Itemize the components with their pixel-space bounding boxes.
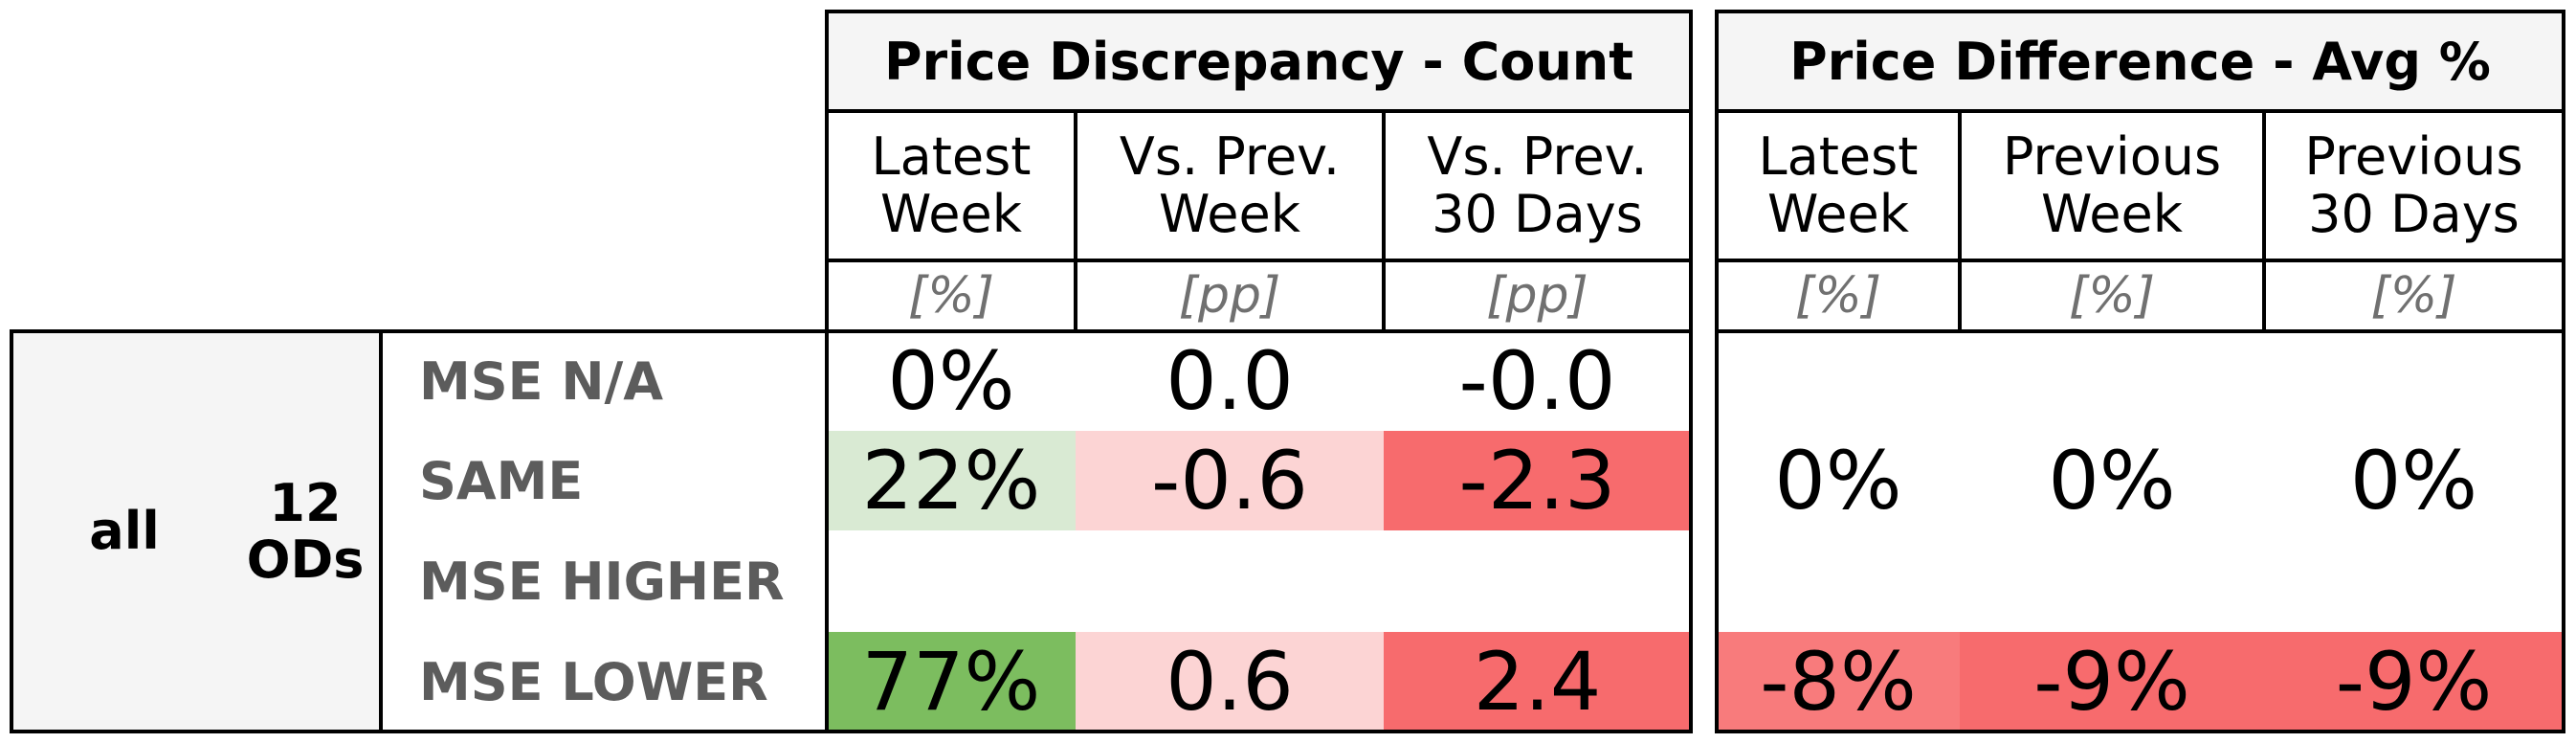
table-cell: -0.0 — [1384, 331, 1691, 431]
table-cell: 0% — [1717, 431, 1960, 530]
table-cell — [827, 530, 1076, 632]
column-header: Previous 30 Days — [2304, 125, 2523, 244]
table-cell: -8% — [1717, 632, 1960, 732]
group-count-label: 12 ODs — [246, 472, 365, 590]
table-cell: 22% — [827, 431, 1076, 530]
section-title: Price Discrepancy - Count — [827, 11, 1691, 111]
column-unit: [pp] — [1486, 267, 1588, 325]
table-cell: 0% — [827, 331, 1076, 431]
table-cell: 0.0 — [1076, 331, 1384, 431]
table-cell: -9% — [2264, 632, 2564, 732]
table-cell: 77% — [827, 632, 1076, 732]
table-cell — [1960, 331, 2264, 431]
row-label: MSE HIGHER — [419, 551, 785, 612]
table-cell — [1960, 530, 2264, 632]
column-header: Previous Week — [2002, 125, 2222, 244]
table-cell: 0% — [1960, 431, 2264, 530]
column-unit: [%] — [1795, 267, 1881, 325]
table-cell — [1717, 530, 1960, 632]
body-frame — [10, 329, 1693, 733]
section-header-frame — [1715, 10, 2565, 333]
section-title: Price Difference - Avg % — [1717, 11, 2564, 111]
table-cell: -9% — [1960, 632, 2264, 732]
table-cell — [1384, 530, 1691, 632]
table-cell: -0.6 — [1076, 431, 1384, 530]
row-label: SAME — [419, 450, 584, 511]
column-header: Latest Week — [1758, 125, 1919, 244]
column-unit: [%] — [2370, 267, 2457, 325]
column-unit: [%] — [2069, 267, 2155, 325]
column-unit: [%] — [908, 267, 994, 325]
table-cell — [1717, 331, 1960, 431]
table-cell — [2264, 530, 2564, 632]
table-cell — [2264, 331, 2564, 431]
table-cell: -2.3 — [1384, 431, 1691, 530]
column-header: Vs. Prev. Week — [1119, 125, 1341, 244]
table-cell: 0.6 — [1076, 632, 1384, 732]
row-label: MSE LOWER — [419, 651, 768, 712]
row-label: MSE N/A — [419, 350, 664, 412]
column-unit: [pp] — [1178, 267, 1281, 325]
section-header-frame — [825, 10, 1693, 333]
group-label: all — [89, 500, 160, 561]
table-cell: 0% — [2264, 431, 2564, 530]
section-body-frame — [1715, 329, 2565, 733]
column-header: Vs. Prev. 30 Days — [1427, 125, 1648, 244]
column-header: Latest Week — [871, 125, 1032, 244]
group-block — [11, 331, 381, 732]
table-cell — [1076, 530, 1384, 632]
table-cell: 2.4 — [1384, 632, 1691, 732]
